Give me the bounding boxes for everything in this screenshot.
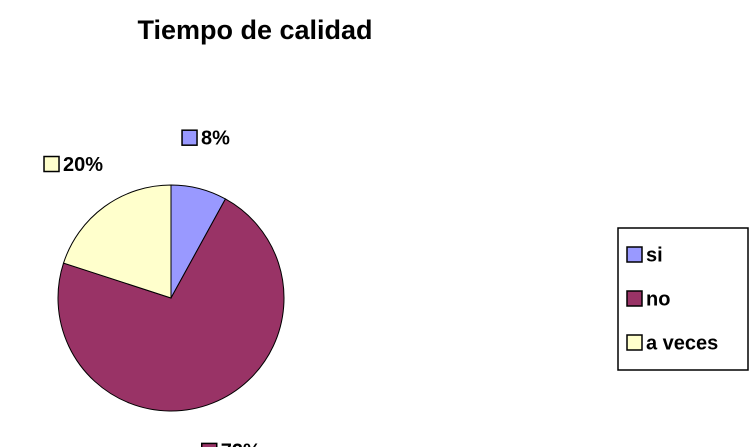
label-key: [200, 442, 218, 447]
legend-key: [626, 290, 643, 307]
legend-label: si: [646, 244, 663, 266]
data-label: 8%: [201, 127, 230, 149]
chart-title: Tiempo de calidad: [137, 15, 372, 45]
legend-label: no: [646, 288, 670, 310]
pie-slice: [62, 184, 172, 299]
label-key: [181, 129, 198, 146]
legend-key: [626, 334, 643, 351]
data-label: 72%: [221, 441, 261, 447]
legend-key: [626, 246, 643, 263]
pie-slice: [57, 198, 285, 412]
legend-label: a veces: [646, 332, 718, 354]
data-label: 20%: [63, 154, 103, 176]
label-key: [43, 155, 60, 173]
